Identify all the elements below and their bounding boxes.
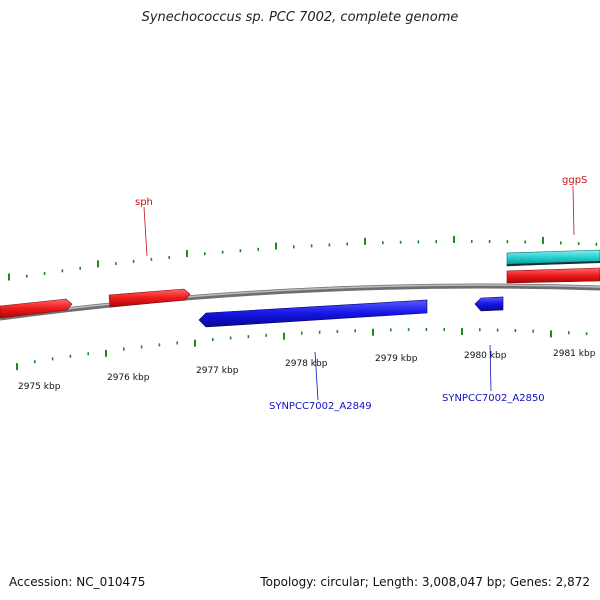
map-title: Synechococcus sp. PCC 7002, complete gen… [141,10,459,25]
scale-label: 2977 kbp [196,366,239,376]
accession-text: Accession: NC_010475 [9,575,146,589]
gene-arrow-SYNPCC7002_A2850[interactable] [474,296,504,312]
scale-label: 2981 kbp [553,349,596,359]
gene-underline [506,261,600,266]
gene-arrow-SYNPCC7002_A2849[interactable] [198,299,428,328]
scale-label: 2980 kbp [464,351,507,361]
genome-backbone [0,283,600,321]
label-leader-sph [143,206,148,257]
gene-arrow-forward[interactable] [0,298,73,319]
gene-label-sph[interactable]: sph [135,197,153,208]
genome-summary-text: Topology: circular; Length: 3,008,047 bp… [260,575,590,589]
label-leader-ggpS [572,185,575,236]
gene-arrow-sph[interactable] [108,288,191,308]
label-leader-A2849 [314,351,319,401]
scale-label: 2975 kbp [18,382,61,392]
gene-label-SYNPCC7002_A2849[interactable]: SYNPCC7002_A2849 [269,401,372,412]
scale-label: 2978 kbp [285,359,328,369]
genome-backbone-highlight [0,284,600,318]
gene-arrow-ggpS[interactable] [506,267,600,284]
gene-label-ggpS[interactable]: ggpS [562,175,587,186]
scale-label: 2976 kbp [107,373,150,383]
outer-tick-ring [8,235,598,281]
scale-label: 2979 kbp [375,354,418,364]
gene-label-SYNPCC7002_A2850[interactable]: SYNPCC7002_A2850 [442,393,545,404]
inner-tick-ring [16,327,588,371]
label-leader-A2850 [489,344,492,392]
